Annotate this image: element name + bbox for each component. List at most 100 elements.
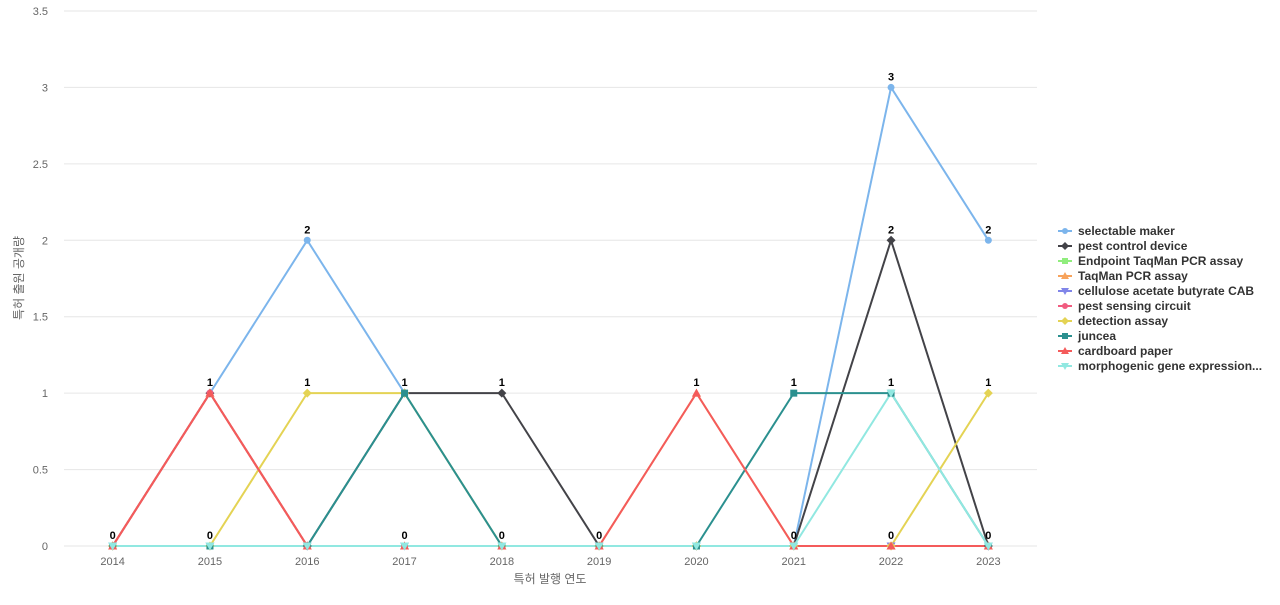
- y-tick-label: 2.5: [33, 159, 48, 171]
- legend-marker: [1062, 333, 1068, 339]
- data-label: 1: [888, 377, 894, 389]
- data-label: 0: [888, 530, 894, 542]
- legend-marker: [1061, 317, 1069, 325]
- data-label: 0: [985, 530, 991, 542]
- legend-marker: [1062, 258, 1068, 264]
- data-point-marker: [205, 388, 215, 397]
- y-tick-label: 3.5: [33, 6, 48, 18]
- x-tick-label: 2023: [976, 556, 1000, 568]
- data-label: 0: [401, 530, 407, 542]
- legend-item[interactable]: selectable maker: [1058, 224, 1175, 238]
- legend-marker: [1061, 272, 1069, 279]
- data-label: 1: [791, 377, 797, 389]
- y-tick-label: 1.5: [33, 312, 48, 324]
- legend-label: TaqMan PCR assay: [1078, 269, 1188, 283]
- legend-item[interactable]: pest control device: [1058, 239, 1188, 253]
- data-point-marker: [983, 388, 993, 398]
- data-label: 1: [401, 377, 407, 389]
- legend-item[interactable]: cellulose acetate butyrate CAB: [1058, 284, 1254, 298]
- legend-label: Endpoint TaqMan PCR assay: [1078, 254, 1243, 268]
- y-axis-title: 특허 출원 공개량: [12, 236, 26, 320]
- legend-item[interactable]: pest sensing circuit: [1058, 299, 1191, 313]
- data-point-marker: [497, 542, 507, 551]
- data-point-marker: [789, 542, 799, 551]
- data-labels: 0 1 2 0 0 0 1 0 3 2 0 1 1 1 1 1 2 0 1 0: [110, 71, 992, 542]
- legend-marker: [1061, 288, 1069, 295]
- x-tick-label: 2022: [879, 556, 903, 568]
- series-markers: [108, 83, 993, 551]
- x-tick-label: 2014: [100, 556, 124, 568]
- data-point-marker: [984, 236, 992, 244]
- legend-item[interactable]: cardboard paper: [1058, 344, 1173, 358]
- data-label: 0: [110, 530, 116, 542]
- data-label: 2: [304, 224, 310, 236]
- legend-label: morphogenic gene expression...: [1078, 359, 1262, 373]
- legend-label: juncea: [1077, 329, 1116, 343]
- data-label: 1: [499, 377, 505, 389]
- legend-item[interactable]: detection assay: [1058, 314, 1168, 328]
- legend-marker: [1061, 347, 1069, 354]
- data-label: 2: [985, 224, 991, 236]
- x-tick-label: 2019: [587, 556, 611, 568]
- x-tick-label: 2017: [392, 556, 416, 568]
- series-lines: [111, 86, 990, 547]
- data-point-marker: [400, 542, 410, 551]
- data-label: 1: [693, 377, 699, 389]
- data-label: 1: [985, 377, 991, 389]
- data-point-marker: [886, 389, 896, 398]
- y-tick-label: 1: [42, 388, 48, 400]
- data-label: 1: [304, 377, 310, 389]
- data-point-marker: [205, 542, 215, 551]
- data-label: 0: [499, 530, 505, 542]
- legend-label: cardboard paper: [1078, 344, 1173, 358]
- x-tick-label: 2021: [782, 556, 806, 568]
- data-point-marker: [108, 542, 118, 551]
- legend-marker: [1061, 242, 1069, 250]
- data-label: 0: [791, 530, 797, 542]
- grid-lines: [64, 10, 1037, 547]
- data-point-marker: [594, 542, 604, 551]
- x-tick-label: 2016: [295, 556, 319, 568]
- x-tick-label: 2018: [490, 556, 514, 568]
- data-point-marker: [302, 388, 312, 398]
- y-axis-ticks: 0 0.5 1 1.5 2 2.5 3 3.5: [33, 6, 48, 553]
- x-axis-ticks: 2014 2015 2016 2017 2018 2019 2020 2021 2022 2023: [100, 556, 1000, 568]
- data-label: 0: [207, 530, 213, 542]
- data-point-marker: [983, 542, 993, 551]
- legend-label: selectable maker: [1078, 224, 1175, 238]
- data-point-marker: [691, 388, 701, 397]
- x-tick-label: 2015: [198, 556, 222, 568]
- series-line: [112, 392, 990, 547]
- legend-marker: [1061, 363, 1069, 370]
- legend-item[interactable]: TaqMan PCR assay: [1058, 269, 1188, 283]
- data-point-marker: [302, 542, 312, 551]
- y-tick-label: 2: [42, 235, 48, 247]
- data-label: 0: [596, 530, 602, 542]
- legend-label: pest sensing circuit: [1078, 299, 1191, 313]
- data-point-marker: [886, 235, 896, 245]
- legend-item[interactable]: Endpoint TaqMan PCR assay: [1058, 254, 1243, 268]
- data-point-marker: [790, 389, 798, 397]
- legend-marker: [1062, 303, 1068, 309]
- legend-label: detection assay: [1078, 314, 1168, 328]
- legend-item[interactable]: morphogenic gene expression...: [1058, 359, 1262, 373]
- y-tick-label: 0: [42, 541, 48, 553]
- legend-item[interactable]: juncea: [1058, 329, 1116, 343]
- data-point-marker: [401, 389, 409, 397]
- data-label: 3: [888, 71, 894, 83]
- x-axis-title: 특허 발행 연도: [514, 571, 587, 586]
- data-point-marker: [303, 236, 311, 244]
- data-label: 2: [888, 224, 894, 236]
- data-point-marker: [691, 542, 701, 551]
- data-label: 1: [207, 377, 213, 389]
- legend-label: pest control device: [1078, 239, 1188, 253]
- legend-label: cellulose acetate butyrate CAB: [1078, 284, 1254, 298]
- data-point-marker: [886, 541, 896, 550]
- data-point-marker: [497, 388, 507, 398]
- y-tick-label: 3: [42, 82, 48, 94]
- data-point-marker: [887, 83, 895, 91]
- y-tick-label: 0.5: [33, 465, 48, 477]
